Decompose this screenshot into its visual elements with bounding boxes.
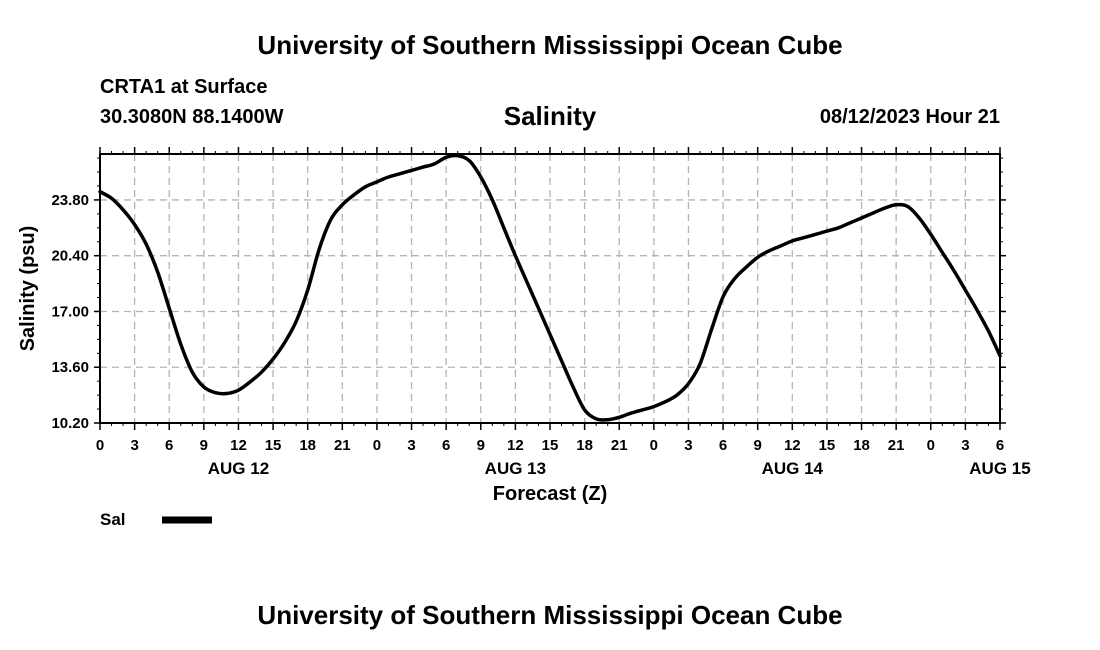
y-tick-label: 10.20 bbox=[51, 415, 89, 432]
x-axis-label: Forecast (Z) bbox=[493, 483, 607, 505]
tick-labels: 0 3 6 9 12 15 18 21 0 3 6 9 12 15 18 21 0 3 6 9 12 15 18 21 0 3 6 A… bbox=[51, 192, 1030, 478]
x-day-label: AUG 13 bbox=[485, 459, 546, 478]
plot-frame bbox=[99, 153, 1001, 424]
chart-variable-title: Salinity bbox=[503, 101, 597, 131]
station-name: CRTA1 at Surface bbox=[100, 76, 268, 98]
salinity-series-line bbox=[98, 153, 1002, 422]
x-tick-label: 9 bbox=[477, 437, 485, 454]
x-tick-label: 15 bbox=[542, 437, 559, 454]
grid-lines bbox=[100, 154, 1000, 423]
x-day-label: AUG 12 bbox=[208, 459, 269, 478]
x-tick-label: 15 bbox=[819, 437, 836, 454]
x-tick-label: 18 bbox=[299, 437, 316, 454]
y-tick-label: 13.60 bbox=[51, 359, 89, 376]
y-axis-label: Salinity (psu) bbox=[17, 226, 39, 352]
x-tick-label: 0 bbox=[373, 437, 381, 454]
x-tick-label: 6 bbox=[165, 437, 173, 454]
x-tick-label: 21 bbox=[611, 437, 628, 454]
x-tick-label: 3 bbox=[684, 437, 692, 454]
x-tick-label: 9 bbox=[754, 437, 762, 454]
x-tick-label: 6 bbox=[719, 437, 727, 454]
x-tick-label: 21 bbox=[334, 437, 351, 454]
legend-label: Sal bbox=[100, 510, 126, 529]
salinity-chart: 0 3 6 9 12 15 18 21 0 3 6 9 12 15 18 21 0 3 6 9 12 15 18 21 0 3 6 A… bbox=[17, 147, 1031, 529]
station-coordinates: 30.3080N 88.1400W bbox=[100, 106, 284, 128]
x-tick-label: 6 bbox=[996, 437, 1004, 454]
x-tick-label: 18 bbox=[853, 437, 870, 454]
x-tick-label: 6 bbox=[442, 437, 450, 454]
y-tick-label: 17.00 bbox=[51, 303, 89, 320]
x-tick-label: 0 bbox=[96, 437, 104, 454]
x-tick-label: 12 bbox=[507, 437, 524, 454]
x-tick-label: 9 bbox=[200, 437, 208, 454]
x-tick-label: 15 bbox=[265, 437, 282, 454]
forecast-datetime: 08/12/2023 Hour 21 bbox=[819, 106, 1000, 128]
x-tick-label: 3 bbox=[407, 437, 415, 454]
x-tick-label: 18 bbox=[576, 437, 593, 454]
x-day-label: AUG 14 bbox=[762, 459, 824, 478]
x-tick-label: 3 bbox=[130, 437, 138, 454]
x-tick-label: 12 bbox=[230, 437, 247, 454]
chart-title-top: University of Southern Mississippi Ocean… bbox=[257, 30, 843, 60]
x-tick-label: 0 bbox=[650, 437, 658, 454]
x-tick-label: 12 bbox=[784, 437, 801, 454]
x-tick-label: 3 bbox=[961, 437, 969, 454]
chart-title-bottom: University of Southern Mississippi Ocean… bbox=[257, 600, 843, 630]
y-tick-label: 23.80 bbox=[51, 192, 89, 209]
x-day-label: AUG 15 bbox=[969, 459, 1030, 478]
x-tick-label: 21 bbox=[888, 437, 905, 454]
x-tick-label: 0 bbox=[927, 437, 935, 454]
y-tick-label: 20.40 bbox=[51, 248, 89, 265]
